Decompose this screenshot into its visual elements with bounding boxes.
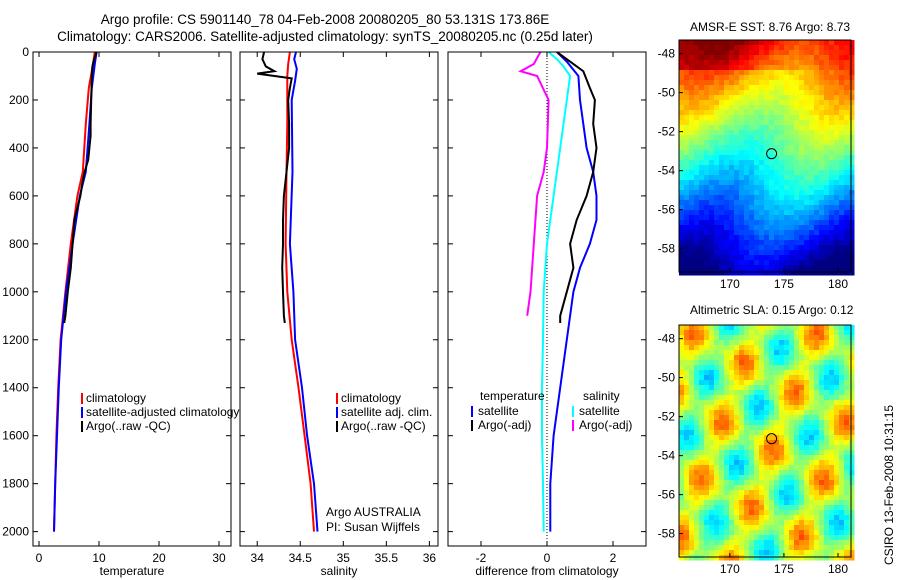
temperature-panel: 0 10 20 30 0 200 400 600 800 1000 1200 1400 1600 1800… bbox=[2, 45, 239, 578]
figure-title-line-1: Argo profile: CS 5901140_78 04-Feb-2008 … bbox=[100, 12, 550, 27]
sla-map-title: Altimetric SLA: 0.15 Argo: 0.12 bbox=[690, 303, 854, 317]
difference-legend-label: satellite bbox=[478, 404, 519, 418]
sst-map-xtick-label: 170 bbox=[720, 277, 740, 291]
salinity-xtick-label: 34.5 bbox=[289, 551, 313, 565]
temperature-series-argo-raw-qc bbox=[63, 52, 98, 324]
sst-map-axes-box bbox=[678, 39, 852, 273]
salinity-series-satellite-adj-clim bbox=[288, 52, 319, 532]
temperature-legend-label: Argo(..raw -QC) bbox=[86, 419, 171, 433]
salinity-xtick-label: 34 bbox=[251, 551, 265, 565]
difference-legend-header: temperature bbox=[480, 389, 545, 403]
salinity-axes-box bbox=[239, 51, 439, 547]
sst-map-ytick-label: -48 bbox=[658, 47, 676, 61]
temperature-ytick-label: 1600 bbox=[2, 429, 29, 443]
salinity-annotation: Argo AUSTRALIA bbox=[326, 505, 421, 519]
salinity-annotation: PI: Susan Wijffels bbox=[326, 520, 420, 534]
sst-map-panel: 170 175 180 -48 -50 -52 -54 -56 -58 bbox=[658, 39, 855, 291]
sla-map-ytick-label: -58 bbox=[658, 527, 676, 541]
figure-title-line-2: Climatology: CARS2006. Satellite-adjuste… bbox=[57, 29, 593, 44]
temperature-ytick-label: 1200 bbox=[2, 333, 29, 347]
sla-map-axes-box bbox=[678, 324, 852, 558]
temperature-legend-label: climatology bbox=[86, 391, 146, 405]
sst-map-xtick-label: 175 bbox=[774, 277, 794, 291]
sla-map-ytick-label: -48 bbox=[658, 332, 676, 346]
sla-map-xtick-label: 180 bbox=[828, 562, 848, 576]
sla-map-ytick-label: -50 bbox=[658, 371, 676, 385]
temperature-ytick-label: 1400 bbox=[2, 381, 29, 395]
sst-map-ytick-label: -50 bbox=[658, 86, 676, 100]
temperature-axes-box bbox=[32, 51, 232, 547]
difference-series-temperature-satellite bbox=[549, 52, 598, 532]
temperature-xtick-label: 30 bbox=[212, 551, 226, 565]
temperature-ytick-label: 800 bbox=[9, 237, 29, 251]
temperature-ytick-label: 200 bbox=[9, 93, 29, 107]
temperature-ytick-label: 2000 bbox=[2, 525, 29, 539]
salinity-xtick-label: 35.5 bbox=[375, 551, 399, 565]
sst-map-title: AMSR-E SST: 8.76 Argo: 8.73 bbox=[690, 20, 851, 34]
sla-map-panel: 170 175 180 -48 -50 -52 -54 -56 -58 bbox=[658, 324, 855, 576]
salinity-series-climatology bbox=[284, 52, 315, 532]
salinity-legend-label: climatology bbox=[341, 391, 401, 405]
sla-map-xtick-label: 175 bbox=[774, 562, 794, 576]
sla-map-argo-location-marker bbox=[766, 433, 778, 445]
temperature-ytick-label: 1800 bbox=[2, 477, 29, 491]
sst-map-ytick-label: -56 bbox=[658, 203, 676, 217]
temperature-xtick-label: 0 bbox=[36, 551, 43, 565]
temperature-legend-label: satellite-adjusted climatology bbox=[86, 405, 239, 419]
sla-map-xtick-label: 170 bbox=[720, 562, 740, 576]
difference-xtick-label: -2 bbox=[476, 551, 487, 565]
salinity-legend-label: satellite adj. clim. bbox=[341, 405, 432, 419]
temperature-ytick-label: 1000 bbox=[2, 285, 29, 299]
difference-xtick-label: 0 bbox=[544, 551, 551, 565]
difference-series-salinity-argo-adj bbox=[517, 52, 550, 316]
salinity-series-argo-raw-qc bbox=[257, 52, 293, 324]
sst-map-ytick-label: -58 bbox=[658, 242, 676, 256]
salinity-xtick-label: 36 bbox=[423, 551, 437, 565]
difference-series-salinity-satellite bbox=[541, 52, 572, 532]
sst-map-xtick-label: 180 bbox=[828, 277, 848, 291]
difference-legend-label: satellite bbox=[579, 404, 620, 418]
sla-map-ytick-label: -52 bbox=[658, 410, 676, 424]
temperature-ytick-label: 0 bbox=[22, 45, 29, 59]
salinity-xlabel: salinity bbox=[321, 564, 358, 578]
sst-map-ytick-label: -54 bbox=[658, 164, 676, 178]
salinity-xtick-label: 35 bbox=[337, 551, 351, 565]
temperature-xtick-label: 20 bbox=[152, 551, 166, 565]
temperature-xlabel: temperature bbox=[100, 564, 165, 578]
difference-legend-label: Argo(-adj) bbox=[579, 418, 632, 432]
sla-map-ytick-label: -54 bbox=[658, 449, 676, 463]
difference-xtick-label: 2 bbox=[610, 551, 617, 565]
temperature-xtick-label: 10 bbox=[92, 551, 106, 565]
temperature-ytick-label: 600 bbox=[9, 189, 29, 203]
difference-legend-header: salinity bbox=[583, 389, 620, 403]
difference-legend-label: Argo(-adj) bbox=[478, 418, 531, 432]
sst-map-argo-location-marker bbox=[766, 148, 778, 160]
difference-xlabel: difference from climatology bbox=[475, 564, 618, 578]
difference-series-temperature-argo-adj bbox=[556, 52, 598, 323]
salinity-panel: 34 34.5 35 35.5 36 salinity climatologysatelli… bbox=[239, 51, 439, 578]
temperature-ytick-label: 400 bbox=[9, 141, 29, 155]
salinity-legend-label: Argo(..raw -QC) bbox=[341, 419, 426, 433]
sst-map-ytick-label: -52 bbox=[658, 125, 676, 139]
sla-map-ytick-label: -56 bbox=[658, 488, 676, 502]
